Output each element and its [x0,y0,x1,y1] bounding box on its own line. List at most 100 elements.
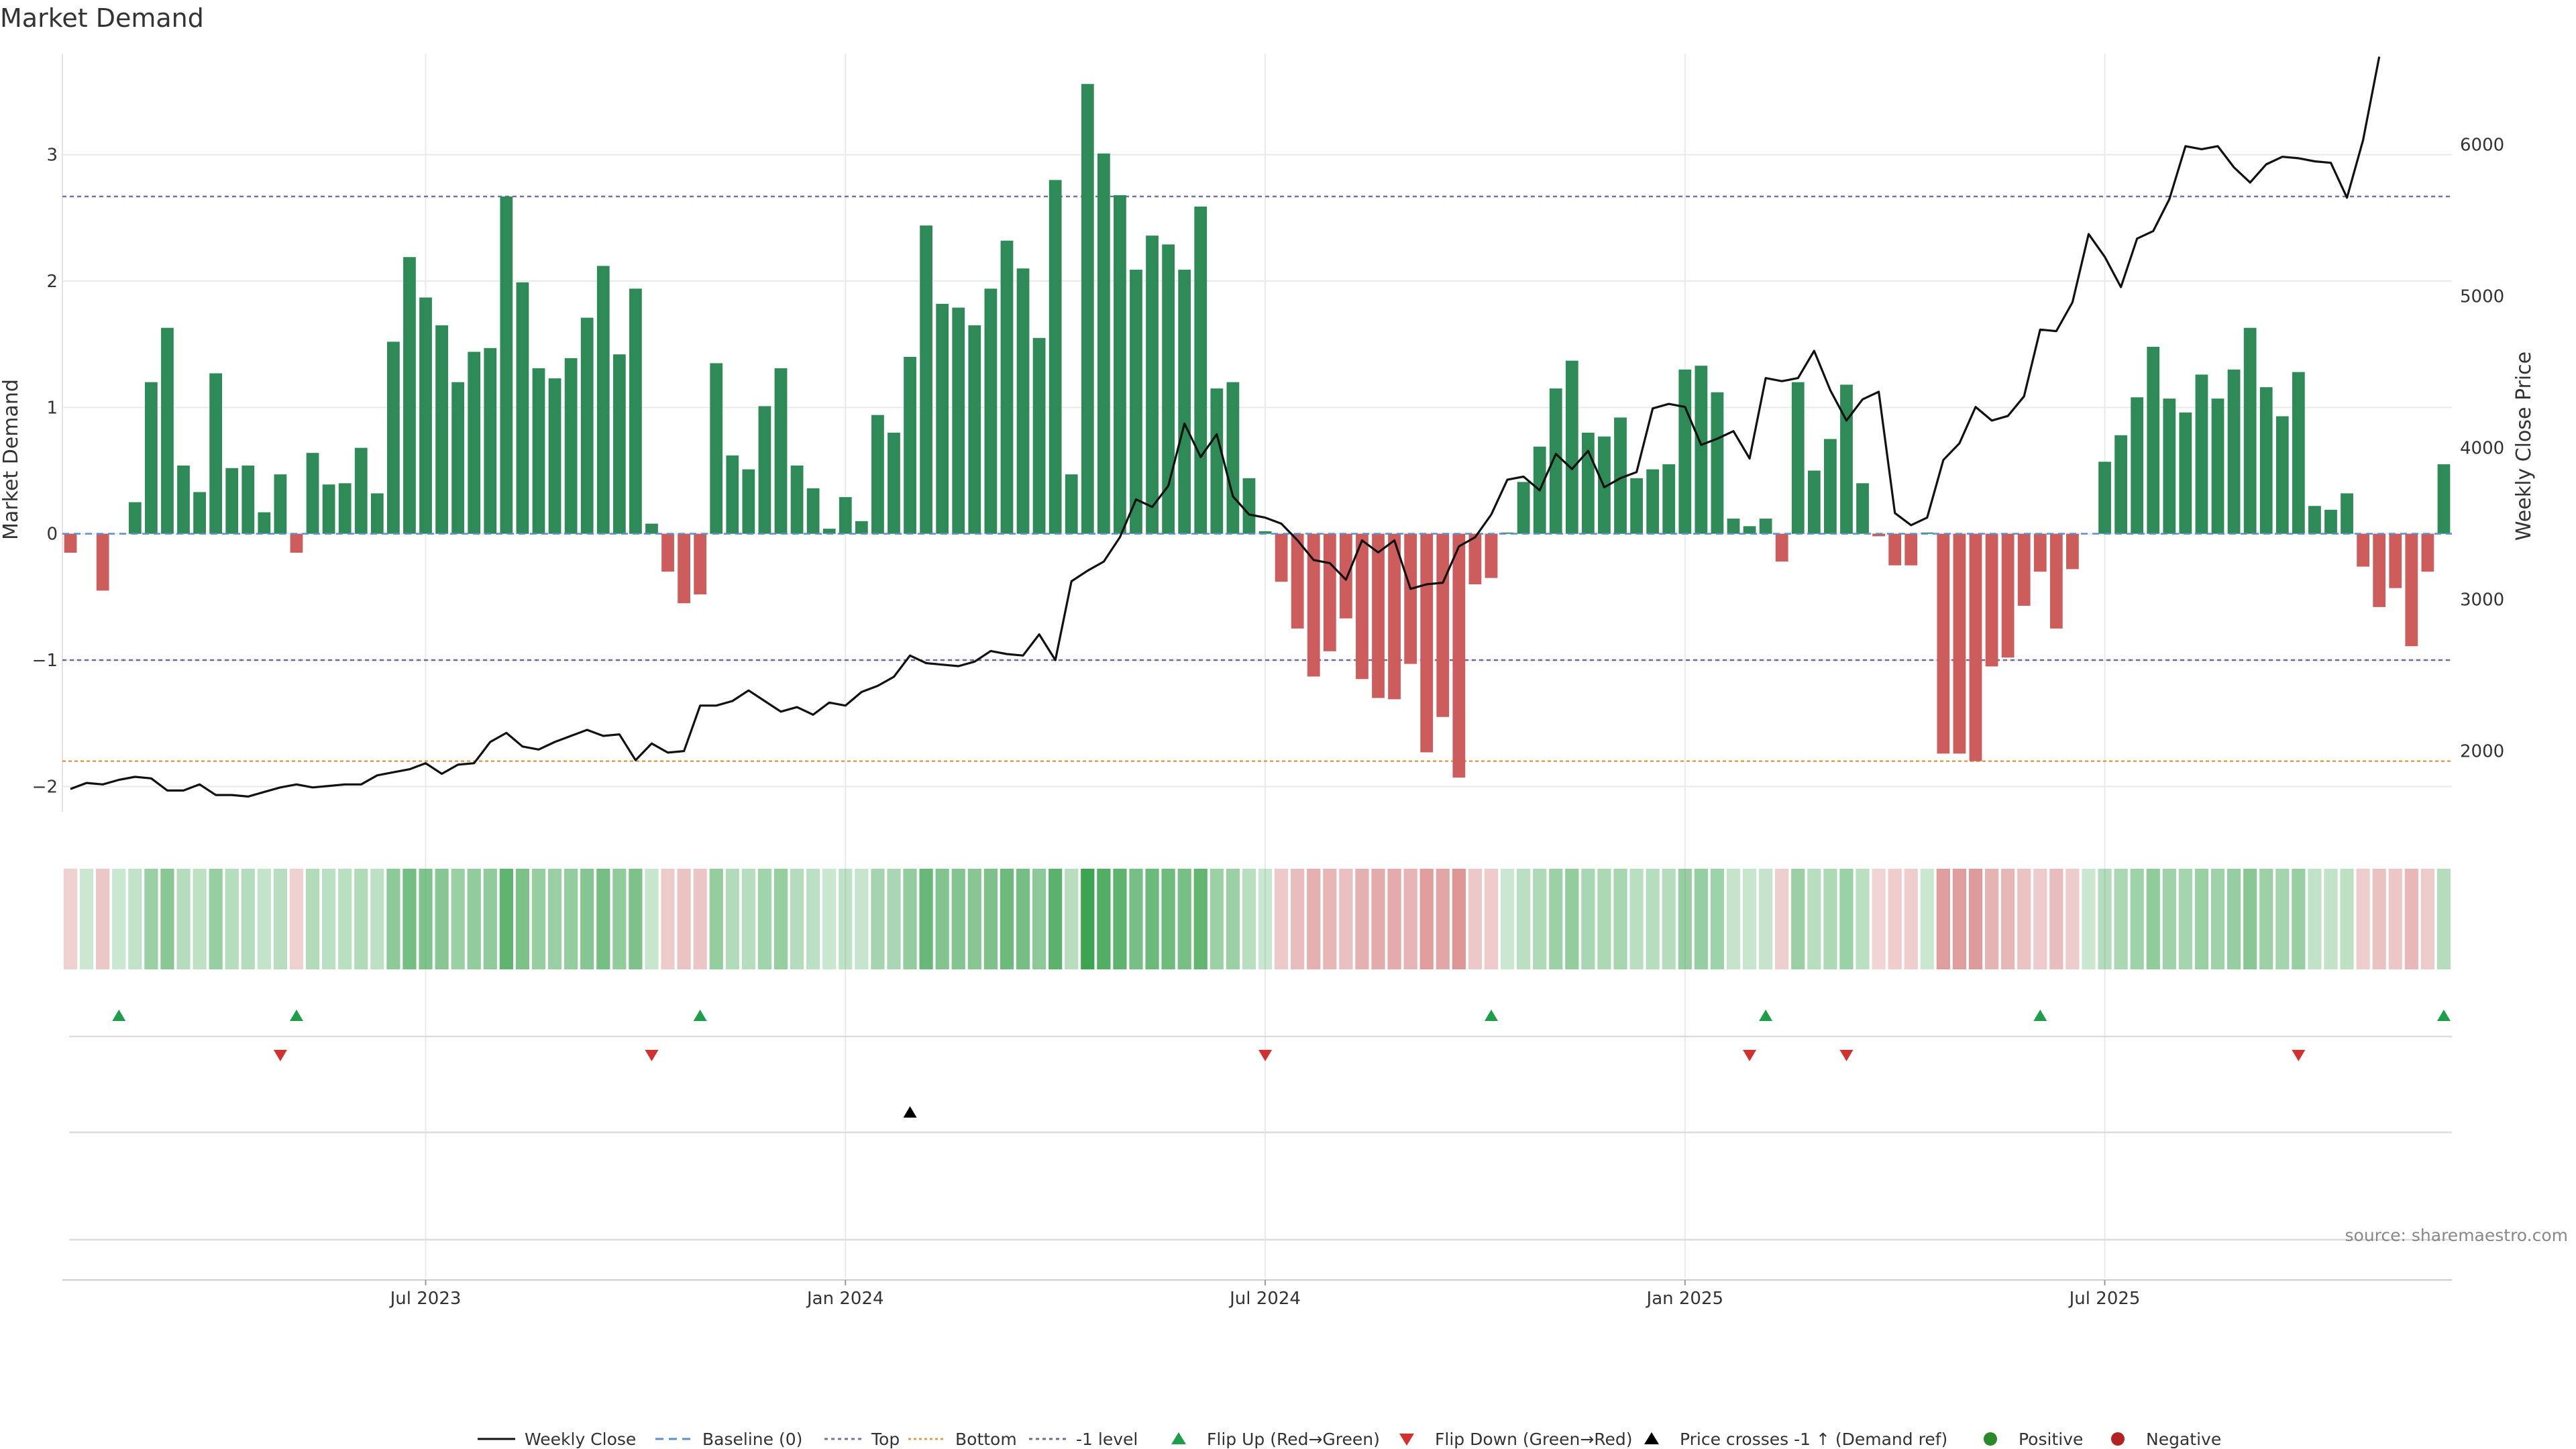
flip-up-marker [289,1010,303,1021]
heat-cell [1823,869,1837,969]
heat-cell [225,869,239,969]
legend-label: -1 level [1076,1430,1138,1449]
legend-item-weekly-close: Weekly Close [478,1430,636,1449]
heat-cell [1936,869,1950,969]
demand-bar-positive [839,497,852,534]
heat-cell [531,869,546,969]
heat-cell [2082,869,2096,969]
demand-bar-positive [193,492,206,534]
heat-cell [2146,869,2160,969]
demand-bar-positive [2131,397,2144,534]
heat-cell [629,869,643,969]
demand-bar-positive [2324,509,2337,534]
heat-cell [1210,869,1224,969]
heat-cell [1500,869,1515,969]
weekly-close-line [70,56,2381,798]
heat-cell [257,869,271,969]
demand-bar-positive [1565,360,1578,534]
demand-bar-positive [1242,478,1256,534]
demand-bar-negative [64,533,77,553]
left-tick-label: −2 [32,777,58,797]
flip-down-marker [1258,1050,1273,1061]
demand-bar-positive [532,368,545,534]
heat-cell [547,869,562,969]
demand-bar-negative [1953,533,1966,754]
demand-bar-negative [2405,533,2418,647]
demand-bar-positive [322,484,335,534]
demand-bar-negative [2066,533,2079,570]
heat-cell [1968,869,1983,969]
demand-bar-positive [936,303,949,534]
demand-bar-negative [1372,533,1385,698]
heat-cell [1742,869,1757,969]
signal-rows [69,1010,2452,1241]
heat-cell [1242,869,1256,969]
heat-cell [903,869,917,969]
demand-bar-positive [1630,478,1643,534]
heat-cell [1533,869,1547,969]
flip-down-marker [645,1050,659,1061]
flip-down-marker [1839,1050,1854,1061]
legend-triangle-up-icon [1644,1432,1659,1444]
heat-cell [1468,869,1483,969]
demand-bar-positive [806,488,820,534]
legend-item-negative: Negative [2111,1430,2221,1449]
flip-up-marker [2033,1010,2047,1021]
demand-bar-positive [855,521,868,534]
heat-cell [951,869,965,969]
demand-bar-positive [1049,180,1062,534]
demand-bar-positive [1791,382,1805,534]
right-tick-label: 2000 [2460,742,2504,762]
legend-label: Negative [2146,1430,2221,1449]
demand-bar-positive [1695,366,1708,534]
heat-cell [887,869,901,969]
heat-cell [1113,869,1127,969]
heat-cell [661,869,675,969]
demand-bar-positive [1743,526,1756,534]
demand-bar-negative [1904,533,1918,566]
heat-cell [370,869,384,969]
demand-bar-negative [1452,533,1466,778]
demand-bar-positive [2195,374,2208,534]
heat-cell [402,869,417,969]
source-label: source: sharemaestro.com [2345,1226,2569,1245]
heat-cell [983,869,998,969]
heat-cell [935,869,949,969]
demand-bar-negative [290,533,303,553]
demand-bar-positive [1194,206,1208,534]
flip-up-marker [2436,1010,2451,1021]
demand-bar-positive [1759,519,1772,534]
demand-bar-positive [1711,392,1724,534]
demand-bar-positive [1065,474,1078,534]
heat-cell [2420,869,2435,969]
heat-cell [677,869,691,969]
demand-bar-positive [1824,439,1837,534]
heat-cell [1952,869,1967,969]
heat-cell [596,869,610,969]
legend-label: Weekly Close [525,1430,636,1449]
demand-bar-positive [419,297,432,534]
demand-bar-positive [258,512,271,534]
demand-bar-positive [1856,483,1869,534]
demand-bar-positive [1581,433,1595,534]
heat-cell [2356,869,2370,969]
demand-bar-positive [596,266,610,534]
heat-cell [1581,869,1595,969]
heat-cell [1436,869,1450,969]
heat-cell [515,869,530,969]
demand-bar-positive [548,378,561,534]
legend-dot-icon [1984,1432,1997,1446]
legend-label: Price crosses -1 ↑ (Demand ref) [1680,1430,1947,1449]
demand-bar-positive [1646,469,1660,534]
heat-cell [1839,869,1854,969]
heat-cell [1291,869,1305,969]
demand-bar-positive [1162,244,1175,534]
demand-bar-positive [758,406,771,534]
heat-cell [725,869,739,969]
demand-bar-positive [468,352,481,534]
demand-bar-negative [2017,533,2031,606]
heat-cell [1904,869,1918,969]
heat-cell [2243,869,2257,969]
demand-bar-positive [1146,235,1159,534]
demand-bar-positive [2114,435,2128,534]
